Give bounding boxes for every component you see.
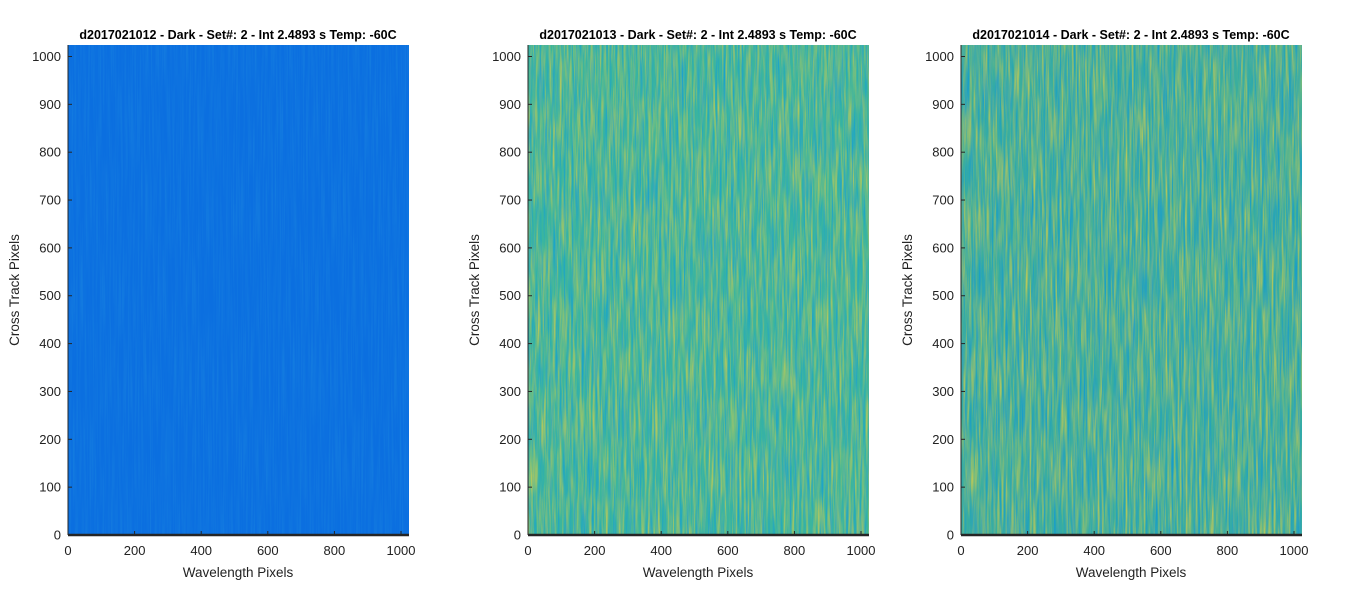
y-tick-label: 700 xyxy=(39,193,61,208)
x-tick-label: 400 xyxy=(190,543,212,558)
y-tick-label: 0 xyxy=(514,528,521,543)
x-tick-label: 1000 xyxy=(847,543,876,558)
y-tick-label: 400 xyxy=(39,336,61,351)
panel-1-y-axis: 0 100 200 300 400 500 600 700 800 900 1000 xyxy=(32,45,72,543)
x-tick-label: 400 xyxy=(650,543,672,558)
y-tick-label: 100 xyxy=(39,480,61,495)
y-tick-label: 1000 xyxy=(925,49,954,64)
y-tick-label: 0 xyxy=(947,528,954,543)
panel-1-image xyxy=(68,45,409,535)
y-tick-label: 600 xyxy=(932,240,954,255)
x-tick-label: 400 xyxy=(1083,543,1105,558)
y-tick-label: 100 xyxy=(932,480,954,495)
x-tick-label: 800 xyxy=(324,543,346,558)
panel-3-y-axis: 0 100 200 300 400 500 600 700 800 900 1000 xyxy=(925,45,965,543)
y-tick-label: 900 xyxy=(39,97,61,112)
y-tick-label: 800 xyxy=(932,145,954,160)
panel-2-x-axis: 0 200 400 600 800 1000 xyxy=(524,531,875,558)
panel-1-x-axis: 0 200 400 600 800 1000 xyxy=(64,531,415,558)
panel-2-y-axis: 0 100 200 300 400 500 600 700 800 900 1000 xyxy=(492,45,532,543)
x-tick-label: 600 xyxy=(257,543,279,558)
x-tick-label: 0 xyxy=(64,543,71,558)
y-tick-label: 800 xyxy=(39,145,61,160)
panel-3-x-axis-label: Wavelength Pixels xyxy=(1076,565,1187,580)
y-tick-label: 600 xyxy=(39,240,61,255)
y-tick-label: 900 xyxy=(499,97,521,112)
panel-2-image-texture-cool xyxy=(528,45,869,535)
y-tick-label: 500 xyxy=(932,288,954,303)
panel-2-y-axis-label: Cross Track Pixels xyxy=(467,234,482,346)
y-tick-label: 300 xyxy=(499,384,521,399)
panel-3-y-axis-label: Cross Track Pixels xyxy=(900,234,915,346)
panel-3-image xyxy=(961,45,1302,535)
panel-1-y-axis-label: Cross Track Pixels xyxy=(7,234,22,346)
y-tick-label: 200 xyxy=(499,432,521,447)
x-tick-label: 1000 xyxy=(387,543,416,558)
x-tick-label: 1000 xyxy=(1280,543,1309,558)
y-tick-label: 800 xyxy=(499,145,521,160)
x-tick-label: 200 xyxy=(124,543,146,558)
y-tick-label: 400 xyxy=(499,336,521,351)
x-tick-label: 600 xyxy=(1150,543,1172,558)
panel-3-title: d2017021014 - Dark - Set#: 2 - Int 2.489… xyxy=(972,28,1289,42)
panel-1: d2017021012 - Dark - Set#: 2 - Int 2.489… xyxy=(7,28,415,580)
panel-2: d2017021013 - Dark - Set#: 2 - Int 2.489… xyxy=(467,28,875,580)
panel-1-title: d2017021012 - Dark - Set#: 2 - Int 2.489… xyxy=(79,28,396,42)
y-tick-label: 700 xyxy=(499,193,521,208)
y-tick-label: 900 xyxy=(932,97,954,112)
y-tick-label: 700 xyxy=(932,193,954,208)
y-tick-label: 1000 xyxy=(492,49,521,64)
x-tick-label: 0 xyxy=(524,543,531,558)
y-tick-label: 0 xyxy=(54,528,61,543)
x-tick-label: 200 xyxy=(584,543,606,558)
x-tick-label: 600 xyxy=(717,543,739,558)
y-tick-label: 500 xyxy=(39,288,61,303)
y-tick-label: 400 xyxy=(932,336,954,351)
y-tick-label: 200 xyxy=(932,432,954,447)
y-tick-label: 300 xyxy=(932,384,954,399)
x-tick-label: 800 xyxy=(1217,543,1239,558)
x-tick-label: 200 xyxy=(1017,543,1039,558)
y-tick-label: 600 xyxy=(499,240,521,255)
panel-3-image-texture-cool xyxy=(961,45,1302,535)
y-tick-label: 300 xyxy=(39,384,61,399)
y-tick-label: 200 xyxy=(39,432,61,447)
x-tick-label: 0 xyxy=(957,543,964,558)
panel-2-image xyxy=(528,45,869,535)
panel-1-image-texture xyxy=(68,45,409,535)
panel-1-x-axis-label: Wavelength Pixels xyxy=(183,565,294,580)
y-tick-label: 500 xyxy=(499,288,521,303)
panel-3: d2017021014 - Dark - Set#: 2 - Int 2.489… xyxy=(900,28,1308,580)
y-tick-label: 100 xyxy=(499,480,521,495)
x-tick-label: 800 xyxy=(784,543,806,558)
panel-3-x-axis: 0 200 400 600 800 1000 xyxy=(957,531,1308,558)
panel-2-title: d2017021013 - Dark - Set#: 2 - Int 2.489… xyxy=(539,28,856,42)
y-tick-label: 1000 xyxy=(32,49,61,64)
panel-2-x-axis-label: Wavelength Pixels xyxy=(643,565,754,580)
